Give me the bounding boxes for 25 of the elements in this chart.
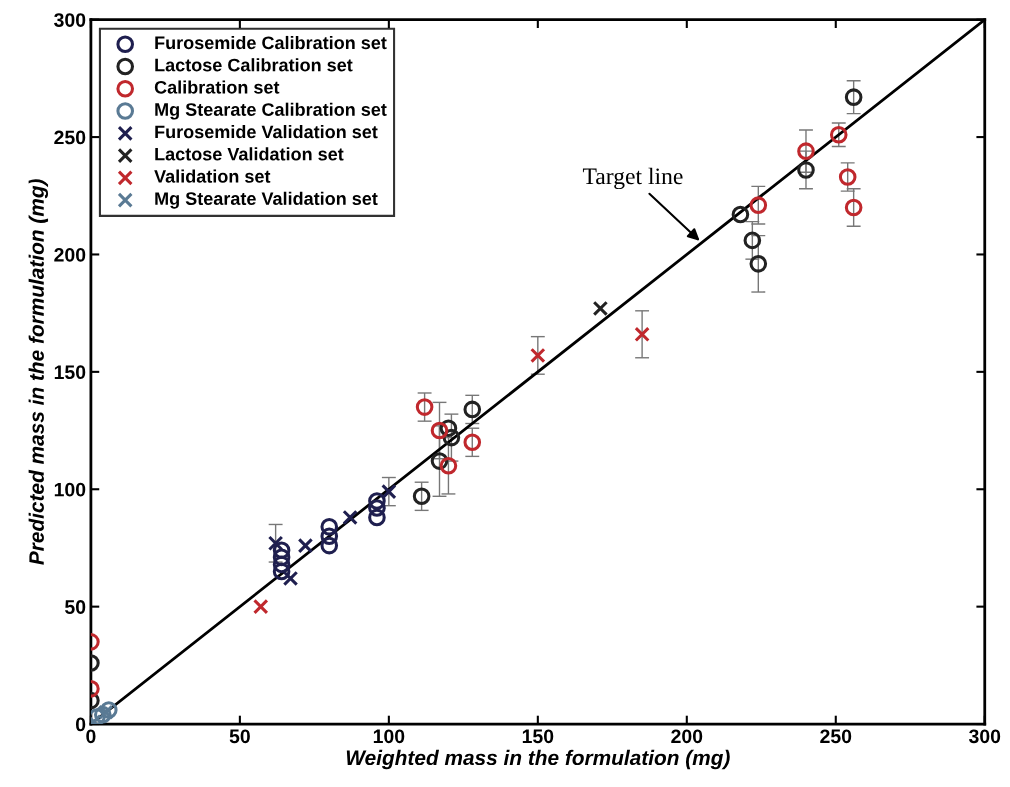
- annotation: Target line: [582, 167, 683, 190]
- y-tick-label: 0: [75, 717, 86, 732]
- y-tick-label: 300: [54, 13, 86, 27]
- y-tick-label: 200: [54, 247, 86, 262]
- x-tick-label: 300: [968, 729, 1001, 744]
- legend-label: Mg Stearate Calibration set: [155, 102, 387, 120]
- x-axis-title: Weighted mass in the formulation (mg): [346, 749, 730, 770]
- legend-label: Lactose Calibration set: [155, 58, 353, 72]
- y-tick-label: 250: [54, 130, 86, 145]
- x-tick-label: 100: [373, 729, 405, 744]
- x-tick-label: 200: [671, 729, 703, 744]
- y-axis-title: Predicted mass in the formulation (mg): [28, 179, 49, 565]
- y-tick-label: 100: [54, 482, 86, 497]
- legend-label: Calibration set: [154, 80, 280, 94]
- legend-label: Mg Stearate Validation set: [155, 191, 378, 209]
- legend-label: Furosemide Validation set: [155, 125, 378, 139]
- x-tick-label: 150: [522, 729, 554, 744]
- x-tick-label: 0: [86, 729, 96, 744]
- y-tick-label: 50: [65, 600, 86, 614]
- legend-label: Validation set: [154, 169, 271, 183]
- legend-label: Furosemide Calibration set: [155, 35, 387, 50]
- legend-label: Lactose Validation set: [155, 147, 344, 161]
- y-tick-label: 150: [54, 365, 86, 380]
- x-tick-label: 250: [820, 729, 852, 744]
- x-tick-label: 50: [229, 729, 250, 744]
